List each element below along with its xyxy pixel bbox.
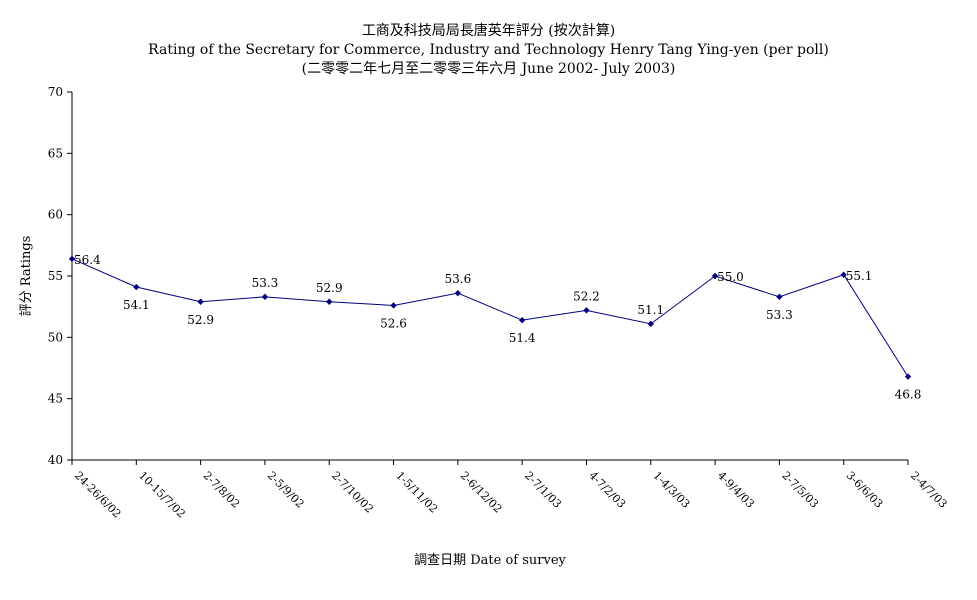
y-tick-label: 45 bbox=[48, 392, 63, 406]
data-point bbox=[326, 298, 333, 305]
data-label: 52.6 bbox=[380, 316, 407, 330]
x-tick-label: 2-7/5/03 bbox=[779, 469, 821, 511]
data-point bbox=[133, 283, 140, 291]
x-tick-label: 1-5/11/02 bbox=[393, 469, 440, 516]
y-tick-label: 70 bbox=[48, 85, 63, 99]
chart-subtitle: Rating of the Secretary for Commerce, In… bbox=[148, 42, 829, 58]
data-point bbox=[583, 307, 590, 314]
x-tick-label: 2-7/1/03 bbox=[522, 469, 564, 511]
x-tick-label: 2-6/12/02 bbox=[458, 469, 505, 516]
x-tick-label: 4-9/4/03 bbox=[715, 469, 757, 511]
data-point bbox=[68, 255, 76, 263]
data-label: 54.1 bbox=[123, 298, 150, 312]
data-label: 53.3 bbox=[766, 308, 793, 322]
data-point bbox=[197, 298, 204, 305]
y-tick-label: 55 bbox=[48, 269, 63, 283]
data-label: 52.9 bbox=[316, 281, 343, 295]
data-labels: 56.4 54.1 52.9 53.3 52.9 52.6 53.6 51.4 52.2 51.1… bbox=[74, 253, 921, 402]
x-tick-label: 2-7/10/02 bbox=[329, 469, 376, 516]
data-label: 53.3 bbox=[252, 276, 279, 290]
data-point bbox=[390, 302, 397, 309]
x-tick-label: 4-7/2/03 bbox=[586, 469, 628, 511]
data-point bbox=[840, 271, 847, 278]
data-point bbox=[518, 316, 526, 324]
data-label: 53.6 bbox=[444, 272, 471, 286]
chart-axes bbox=[71, 92, 908, 461]
y-tick-label: 65 bbox=[48, 146, 63, 160]
x-tick-label: 1-4/3/03 bbox=[651, 469, 693, 511]
chart-titles: 工商及科技局局長唐英年評分 (按次計算) Rating of the Secre… bbox=[0, 22, 977, 79]
chart-title: 工商及科技局局長唐英年評分 (按次計算) bbox=[361, 23, 616, 39]
y-tick-label: 60 bbox=[48, 208, 63, 222]
y-axis-ticks: 40 45 50 55 60 65 70 bbox=[48, 85, 72, 467]
data-label: 56.4 bbox=[74, 253, 101, 267]
x-axis-title: 調查日期 Date of survey bbox=[414, 553, 566, 568]
x-tick-label: 2-5/9/02 bbox=[265, 469, 307, 511]
data-point bbox=[711, 272, 719, 280]
x-tick-label: 10-15/7/02 bbox=[136, 469, 188, 521]
data-label: 46.8 bbox=[895, 388, 922, 402]
data-label: 52.2 bbox=[573, 289, 600, 303]
y-axis-title: 評分 Ratings bbox=[19, 236, 34, 317]
chart-subtitle-period: (二零零二年七月至二零零三年六月 June 2002- July 2003) bbox=[301, 61, 676, 77]
data-label: 55.1 bbox=[846, 269, 873, 283]
x-tick-label: 3-6/6/03 bbox=[844, 469, 886, 511]
data-point bbox=[647, 320, 654, 328]
data-label: 52.9 bbox=[187, 313, 214, 327]
series-line bbox=[71, 258, 909, 377]
series-ratings bbox=[68, 255, 912, 380]
data-label: 51.4 bbox=[509, 331, 536, 345]
data-point bbox=[454, 289, 462, 297]
y-tick-label: 50 bbox=[48, 330, 63, 344]
data-point bbox=[261, 293, 269, 301]
data-point bbox=[776, 293, 783, 301]
data-label: 55.0 bbox=[717, 270, 744, 284]
data-point bbox=[904, 373, 912, 380]
x-axis-ticks: 24-26/6/02 10-15/7/02 2-7/8/02 2-5/9/02 2-7/… bbox=[71, 460, 950, 521]
x-tick-label: 24-26/6/02 bbox=[72, 469, 124, 521]
x-tick-label: 2-7/8/02 bbox=[200, 469, 242, 511]
x-tick-label: 2-4/7/03 bbox=[908, 469, 950, 511]
data-label: 51.1 bbox=[637, 303, 664, 317]
y-tick-label: 40 bbox=[48, 453, 63, 467]
